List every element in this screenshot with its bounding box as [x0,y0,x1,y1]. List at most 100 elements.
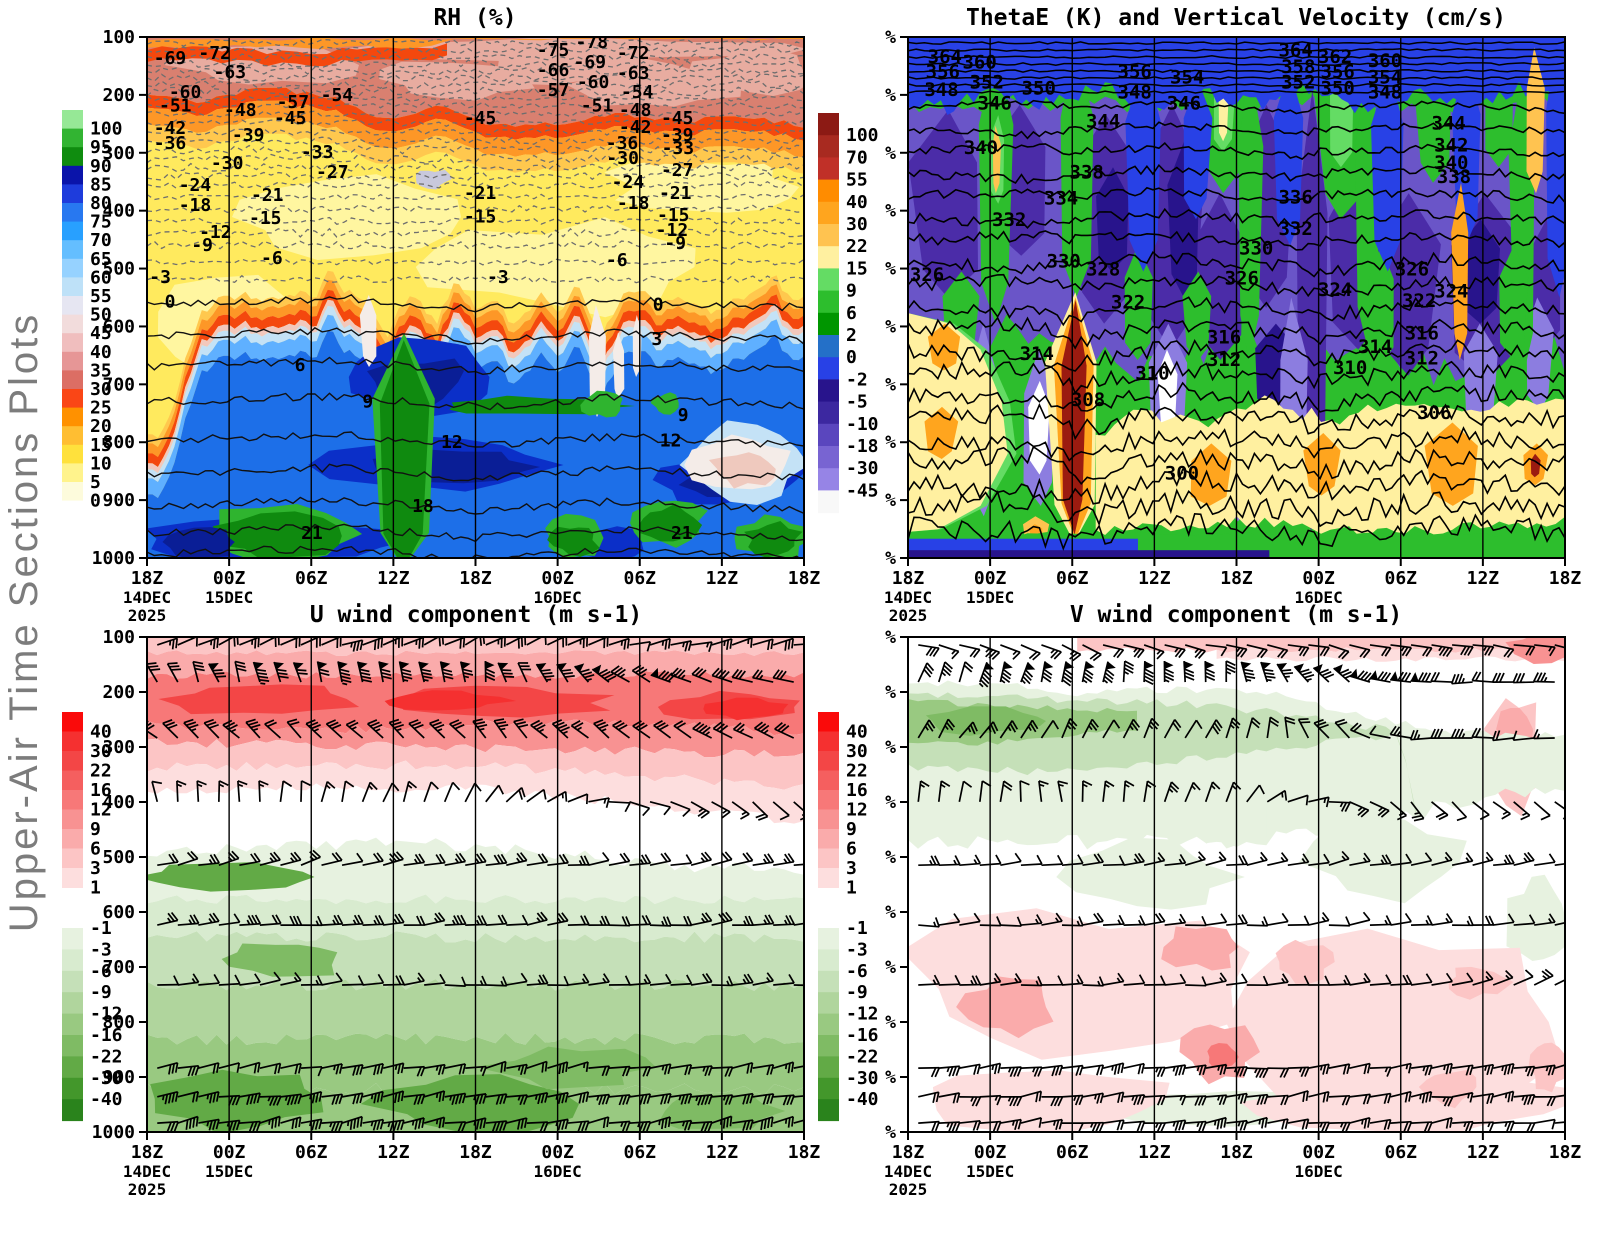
svg-text:18Z: 18Z [1549,1142,1582,1163]
svg-text:%: % [885,1012,896,1033]
svg-text:-6: -6 [606,250,628,271]
svg-text:-16: -16 [90,1025,123,1046]
svg-text:22: 22 [846,236,868,257]
svg-text:-5: -5 [846,392,868,413]
svg-text:-60: -60 [169,82,202,103]
svg-text:%: % [885,259,896,280]
svg-text:400: 400 [102,201,135,222]
svg-text:9: 9 [90,819,101,840]
svg-text:15: 15 [846,258,868,279]
svg-text:-27: -27 [316,162,349,183]
svg-text:310: 310 [1135,363,1169,385]
svg-text:-60: -60 [577,72,610,93]
svg-text:-45: -45 [846,480,879,501]
svg-text:362: 362 [1318,46,1352,68]
svg-text:-78: -78 [576,32,609,53]
svg-text:364: 364 [1278,40,1312,62]
svg-text:06Z: 06Z [1056,1142,1089,1163]
svg-text:344: 344 [1086,110,1120,132]
svg-text:12Z: 12Z [377,1142,410,1163]
svg-text:12Z: 12Z [1138,568,1171,589]
svg-text:18Z: 18Z [131,1142,164,1163]
svg-text:95: 95 [90,137,112,158]
svg-text:35: 35 [90,360,112,381]
svg-text:14DEC: 14DEC [884,1162,932,1181]
svg-text:30: 30 [846,214,868,235]
svg-text:312: 312 [1207,349,1241,371]
svg-text:70: 70 [90,230,112,251]
svg-text:360: 360 [962,51,996,73]
svg-text:900: 900 [102,490,135,511]
svg-text:18Z: 18Z [459,1142,492,1163]
svg-text:-30: -30 [90,1068,123,1089]
svg-text:316: 316 [1405,322,1439,344]
svg-text:600: 600 [102,316,135,337]
thetae-axes: %%%%%%%%%%18Z 00Z 06Z 12Z 18Z 00Z 06Z 12Z 18Z14D… [884,27,1582,625]
svg-text:50: 50 [90,305,112,326]
svg-text:-36: -36 [606,133,639,154]
svg-text:-39: -39 [232,125,265,146]
svg-text:18: 18 [412,496,434,517]
svg-text:2: 2 [846,325,857,346]
svg-text:-12: -12 [846,1004,879,1025]
svg-text:12: 12 [441,432,463,453]
svg-text:16DEC: 16DEC [534,1162,582,1181]
svg-text:18Z: 18Z [459,568,492,589]
svg-text:00Z: 00Z [541,568,574,589]
svg-text:16DEC: 16DEC [1295,1162,1343,1181]
svg-text:-12: -12 [656,220,689,241]
svg-text:-9: -9 [846,982,868,1003]
svg-text:-72: -72 [617,43,650,64]
svg-text:-1: -1 [90,918,112,939]
svg-text:306: 306 [1417,402,1451,424]
svg-text:310: 310 [1333,357,1367,379]
svg-text:100: 100 [102,627,135,648]
svg-text:12Z: 12Z [1467,568,1500,589]
svg-text:12: 12 [660,430,682,451]
svg-text:18Z: 18Z [788,568,821,589]
svg-text:-2: -2 [846,369,868,390]
svg-text:354: 354 [1170,67,1204,89]
svg-text:348: 348 [924,79,958,101]
svg-text:90: 90 [90,156,112,177]
svg-text:14DEC: 14DEC [884,588,932,607]
svg-text:9: 9 [362,392,373,413]
svg-text:-48: -48 [224,100,257,121]
svg-text:-9: -9 [90,982,112,1003]
svg-text:500: 500 [102,259,135,280]
svg-text:15DEC: 15DEC [966,1162,1014,1181]
svg-text:%: % [885,957,896,978]
svg-text:346: 346 [1167,93,1201,115]
svg-text:400: 400 [102,792,135,813]
rh-plot-area: -69-72-63-60-57-54-51-48-45-42-39-36-33-… [147,32,804,558]
svg-text:322: 322 [1111,292,1145,314]
svg-text:12Z: 12Z [1467,1142,1500,1163]
svg-text:6: 6 [846,839,857,860]
svg-text:-75: -75 [537,40,570,61]
svg-text:80: 80 [90,193,112,214]
svg-text:40: 40 [846,722,868,743]
svg-text:700: 700 [102,374,135,395]
svg-text:356: 356 [1118,61,1152,83]
svg-text:%: % [885,548,896,569]
svg-text:-36: -36 [154,133,187,154]
svg-text:100: 100 [846,125,879,146]
svg-text:-10: -10 [846,414,879,435]
v-wind-colorbar-green: -1-3-6-9-12-16-22-30-40 [818,918,879,1122]
svg-text:15DEC: 15DEC [205,1162,253,1181]
svg-text:2025: 2025 [889,1180,928,1199]
svg-text:-72: -72 [198,43,231,64]
svg-text:312: 312 [1405,347,1439,369]
svg-text:336: 336 [1278,186,1312,208]
panel-title-thetae: ThetaE (K) and Vertical Velocity (cm/s) [966,5,1506,31]
svg-text:20: 20 [90,416,112,437]
svg-text:-24: -24 [179,175,212,196]
svg-text:-6: -6 [90,961,112,982]
svg-text:6: 6 [295,355,306,376]
svg-text:18Z: 18Z [892,1142,925,1163]
svg-text:334: 334 [1044,187,1078,209]
svg-text:18Z: 18Z [1220,568,1253,589]
